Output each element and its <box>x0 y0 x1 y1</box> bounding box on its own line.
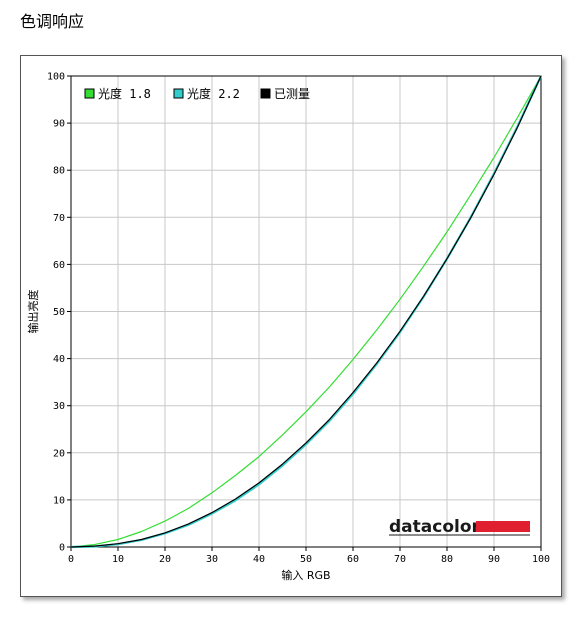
y-tick-label: 40 <box>53 354 65 365</box>
page-title: 色调响应 <box>20 12 85 31</box>
x-tick-label: 30 <box>206 554 218 565</box>
series-line-3 <box>70 75 542 548</box>
x-tick-label: 80 <box>441 554 453 565</box>
y-tick-label: 70 <box>53 213 65 224</box>
chart-frame: 0 10 20 30 40 50 60 70 80 90 100 0 10 20 30 40 50 60 70 80 9… <box>20 55 562 597</box>
x-tick-label: 10 <box>112 554 124 565</box>
y-tick-label: 60 <box>53 260 65 271</box>
legend-label: 光度 1.8 <box>98 86 151 101</box>
axis-layer: 0 10 20 30 40 50 60 70 80 90 100 0 10 20 30 40 50 60 70 80 9… <box>47 72 550 566</box>
x-tick-label: 40 <box>253 554 265 565</box>
legend-swatch <box>84 88 95 99</box>
x-tick-label: 70 <box>394 554 406 565</box>
y-tick-label: 0 <box>59 543 65 554</box>
y-tick-label: 80 <box>53 166 65 177</box>
y-tick-label: 30 <box>53 401 65 412</box>
grid-layer <box>71 76 541 547</box>
x-tick-label: 0 <box>68 554 74 565</box>
series-layer <box>70 75 542 549</box>
y-tick-label: 50 <box>53 307 65 318</box>
tone-response-chart: 0 10 20 30 40 50 60 70 80 90 100 0 10 20 30 40 50 60 70 80 9… <box>26 72 550 583</box>
y-tick-label: 90 <box>53 119 65 130</box>
x-tick-label: 100 <box>532 554 550 565</box>
y-tick-label: 100 <box>47 72 65 83</box>
series-line-1 <box>70 75 542 548</box>
y-axis-label: 输出亮度 <box>26 290 40 334</box>
legend: 光度 1.8 光度 2.2 已测量 <box>84 86 310 101</box>
x-tick-label: 60 <box>347 554 359 565</box>
legend-swatch <box>260 88 271 99</box>
x-tick-label: 20 <box>159 554 171 565</box>
logo-bar <box>476 521 530 532</box>
y-tick-label: 20 <box>53 448 65 459</box>
legend-label: 光度 2.2 <box>187 86 240 101</box>
x-tick-label: 90 <box>488 554 500 565</box>
logo-text: datacolor <box>389 517 481 537</box>
datacolor-logo: datacolor <box>389 517 530 537</box>
legend-label: 已测量 <box>274 87 310 101</box>
y-tick-label: 10 <box>53 495 65 506</box>
x-axis-label: 输入 RGB <box>281 568 330 582</box>
x-tick-label: 50 <box>300 554 312 565</box>
legend-swatch <box>173 88 184 99</box>
